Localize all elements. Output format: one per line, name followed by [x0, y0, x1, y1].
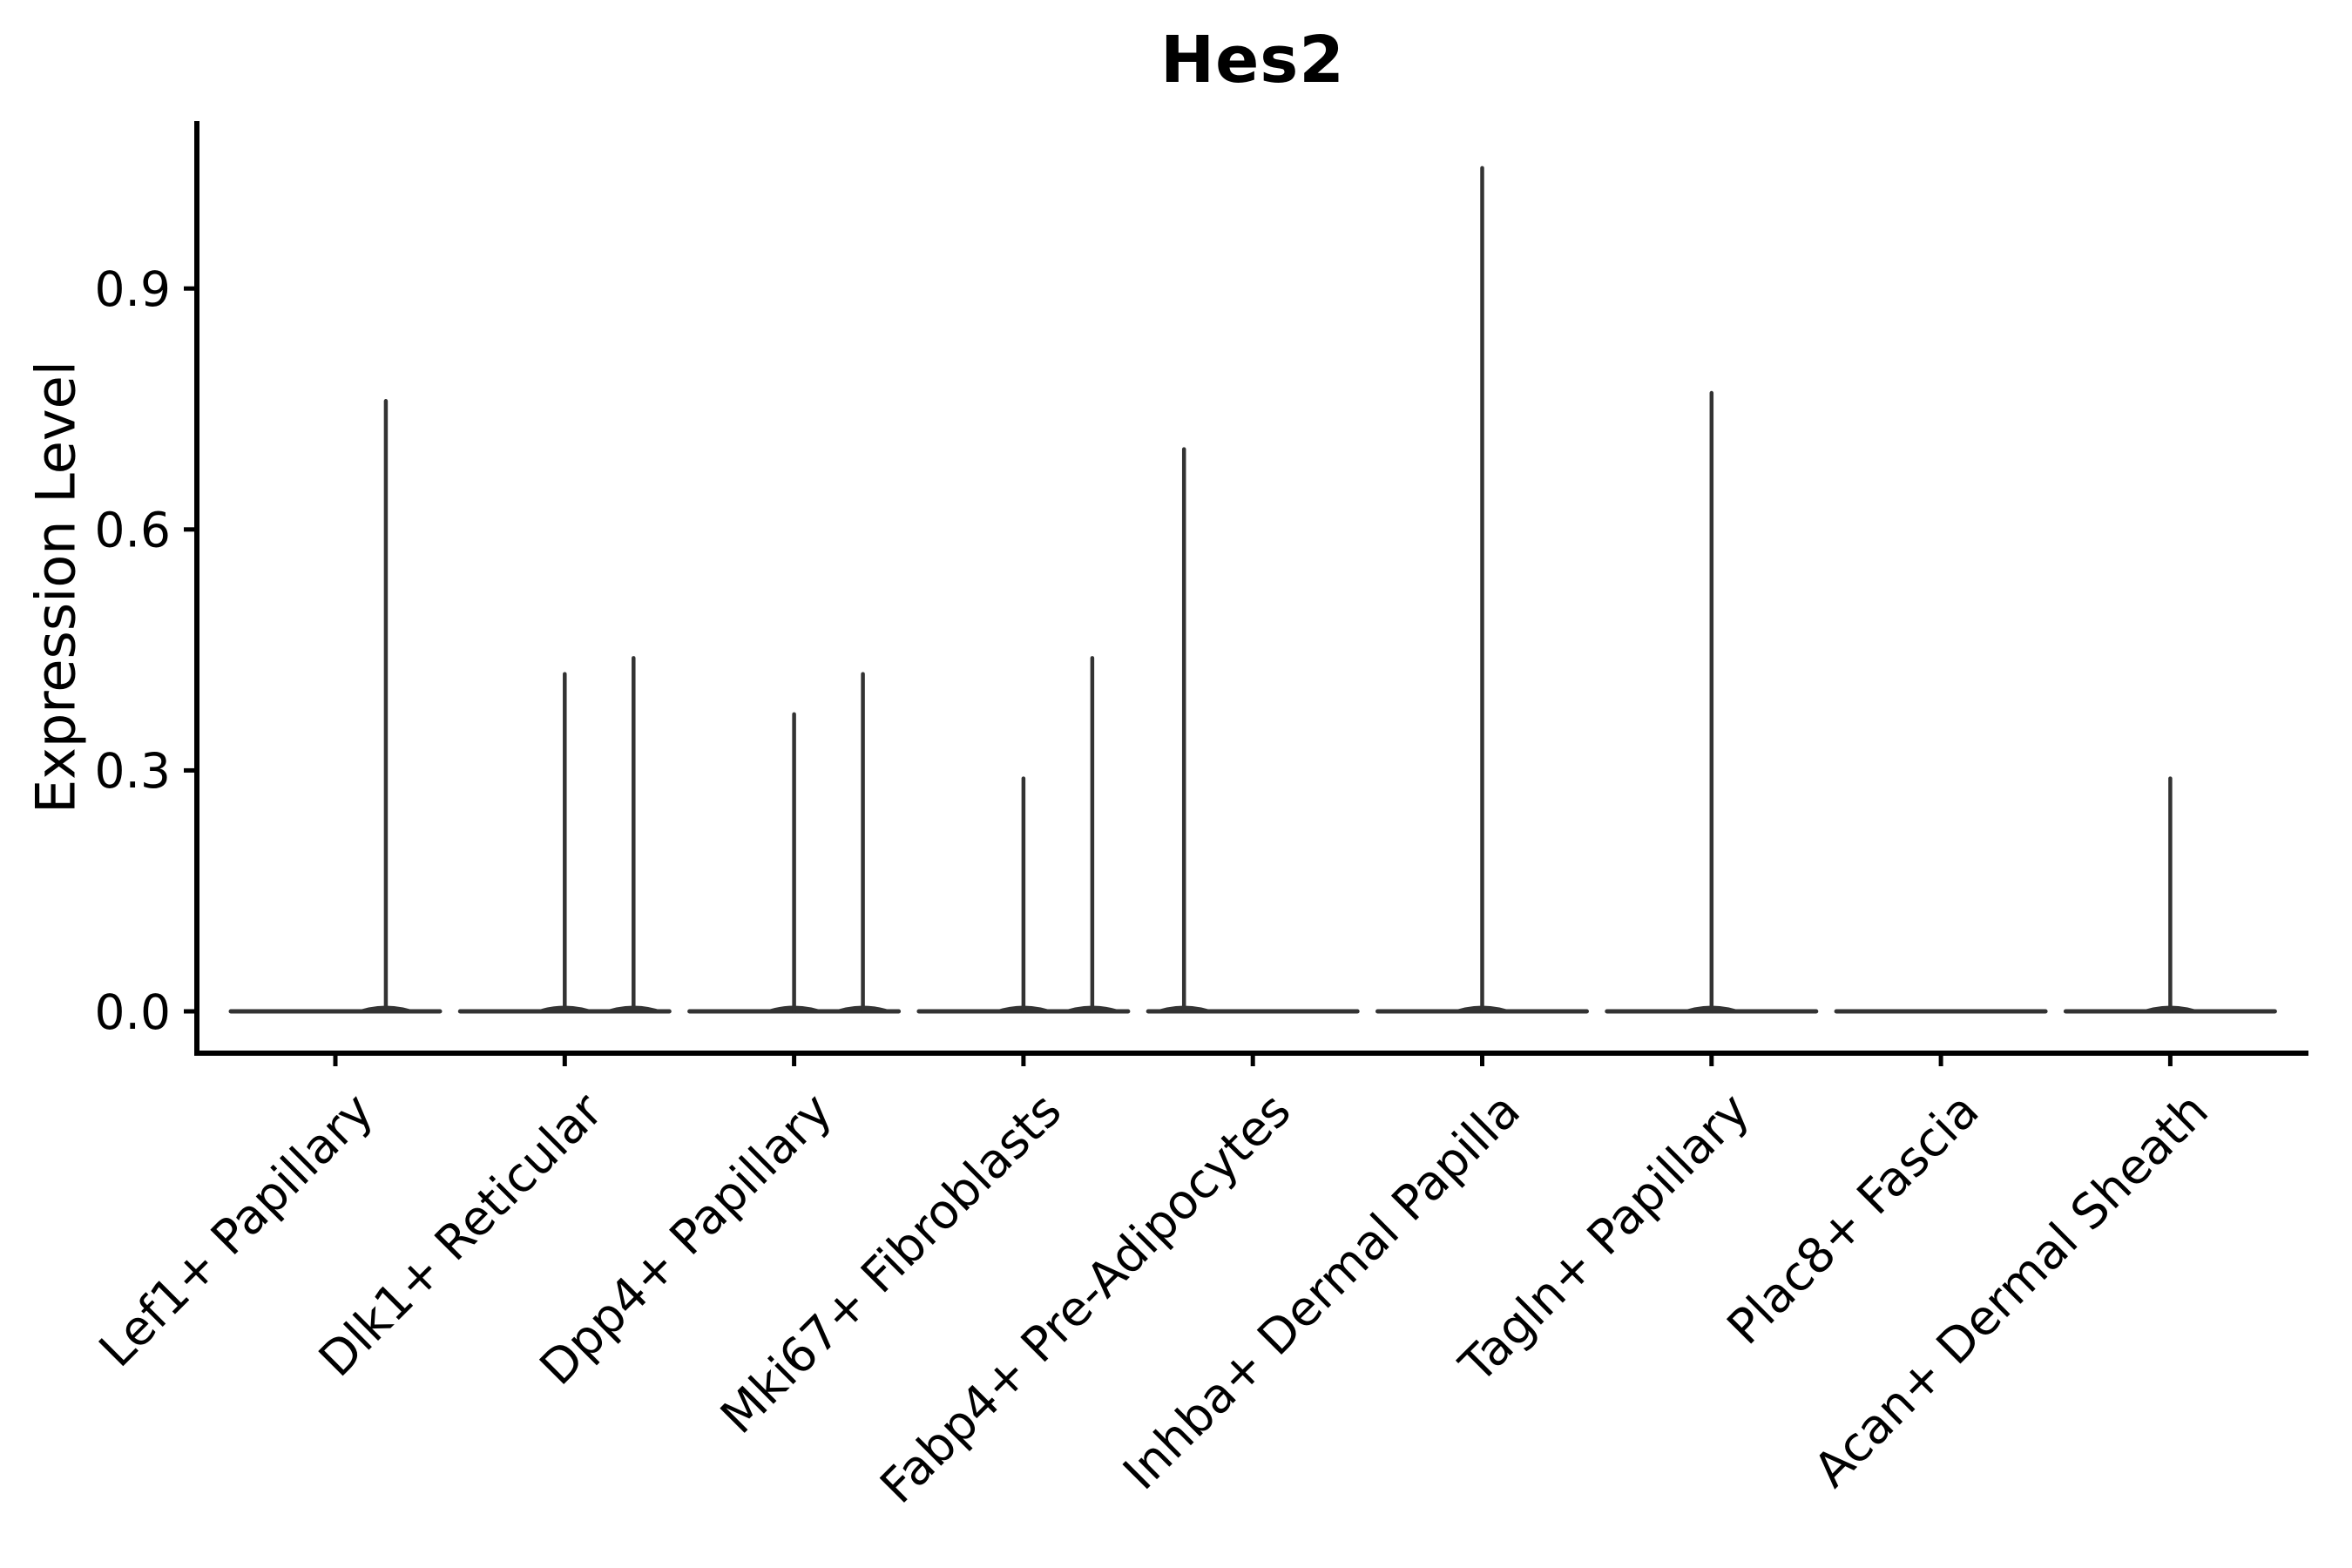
x-category-label: Acan+ Dermal Sheath [1803, 1082, 2219, 1497]
y-tick-label: 0.3 [95, 743, 171, 799]
y-tick-label: 0.9 [95, 261, 171, 317]
x-category-label: Inhba+ Dermal Papilla [1112, 1082, 1531, 1500]
plot-title: Hes2 [1160, 23, 1345, 98]
y-tick-label: 0.6 [95, 503, 171, 558]
y-tick-label: 0.0 [95, 984, 171, 1040]
x-category-label: Fabp4+ Pre-Adipocytes [869, 1082, 1301, 1514]
